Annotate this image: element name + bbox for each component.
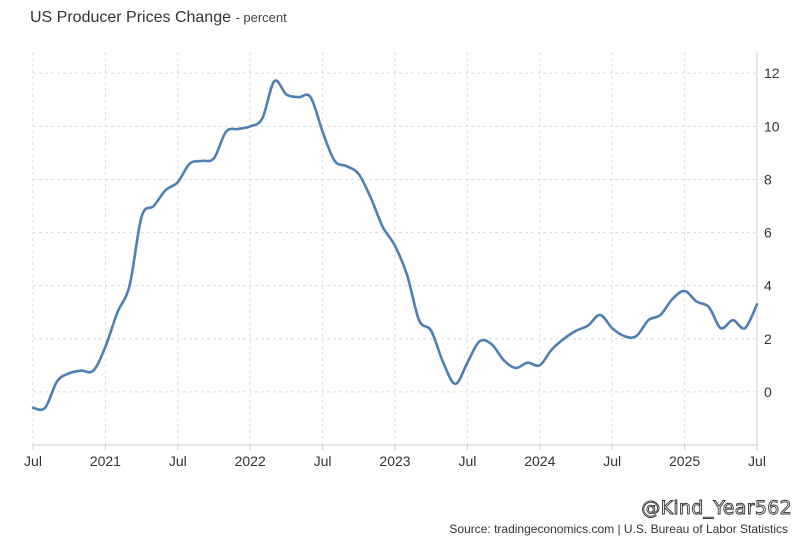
source-credit: Source: tradingeconomics.com | U.S. Bure… [449,522,788,536]
y-tick-label: 6 [764,225,772,241]
x-tick-label: 2022 [235,453,266,469]
x-tick-label: 2025 [669,453,700,469]
x-tick-label: Jul [458,453,476,469]
chart-title: US Producer Prices Change - percent [30,9,287,27]
x-tick-label: 2023 [379,453,410,469]
x-tick-label: Jul [603,453,621,469]
chart-title-suffix: - percent [235,10,287,25]
horizontal-gridlines [33,72,757,393]
x-tick-label: Jul [24,453,42,469]
y-tick-label: 10 [764,118,780,134]
x-axis-ticks [32,445,758,450]
y-tick-label: 12 [764,65,780,81]
x-axis-labels: Jul 2021 Jul 2022 Jul 2023 Jul 2024 Jul 2025 Jul [24,453,766,469]
x-tick-label: 2021 [90,453,121,469]
chart-title-text: US Producer Prices Change [30,9,231,26]
y-tick-label: 4 [764,278,772,294]
x-tick-label: Jul [748,453,766,469]
series-line [31,79,759,412]
x-tick-label: Jul [314,453,332,469]
y-axis-labels: 0 2 4 6 8 10 12 [764,65,780,400]
y-tick-label: 0 [764,384,772,400]
watermark: @Kind_Year562 [641,497,792,520]
x-tick-label: Jul [169,453,187,469]
x-tick-label: 2024 [524,453,555,469]
y-tick-label: 2 [764,331,772,347]
y-tick-label: 8 [764,171,772,187]
